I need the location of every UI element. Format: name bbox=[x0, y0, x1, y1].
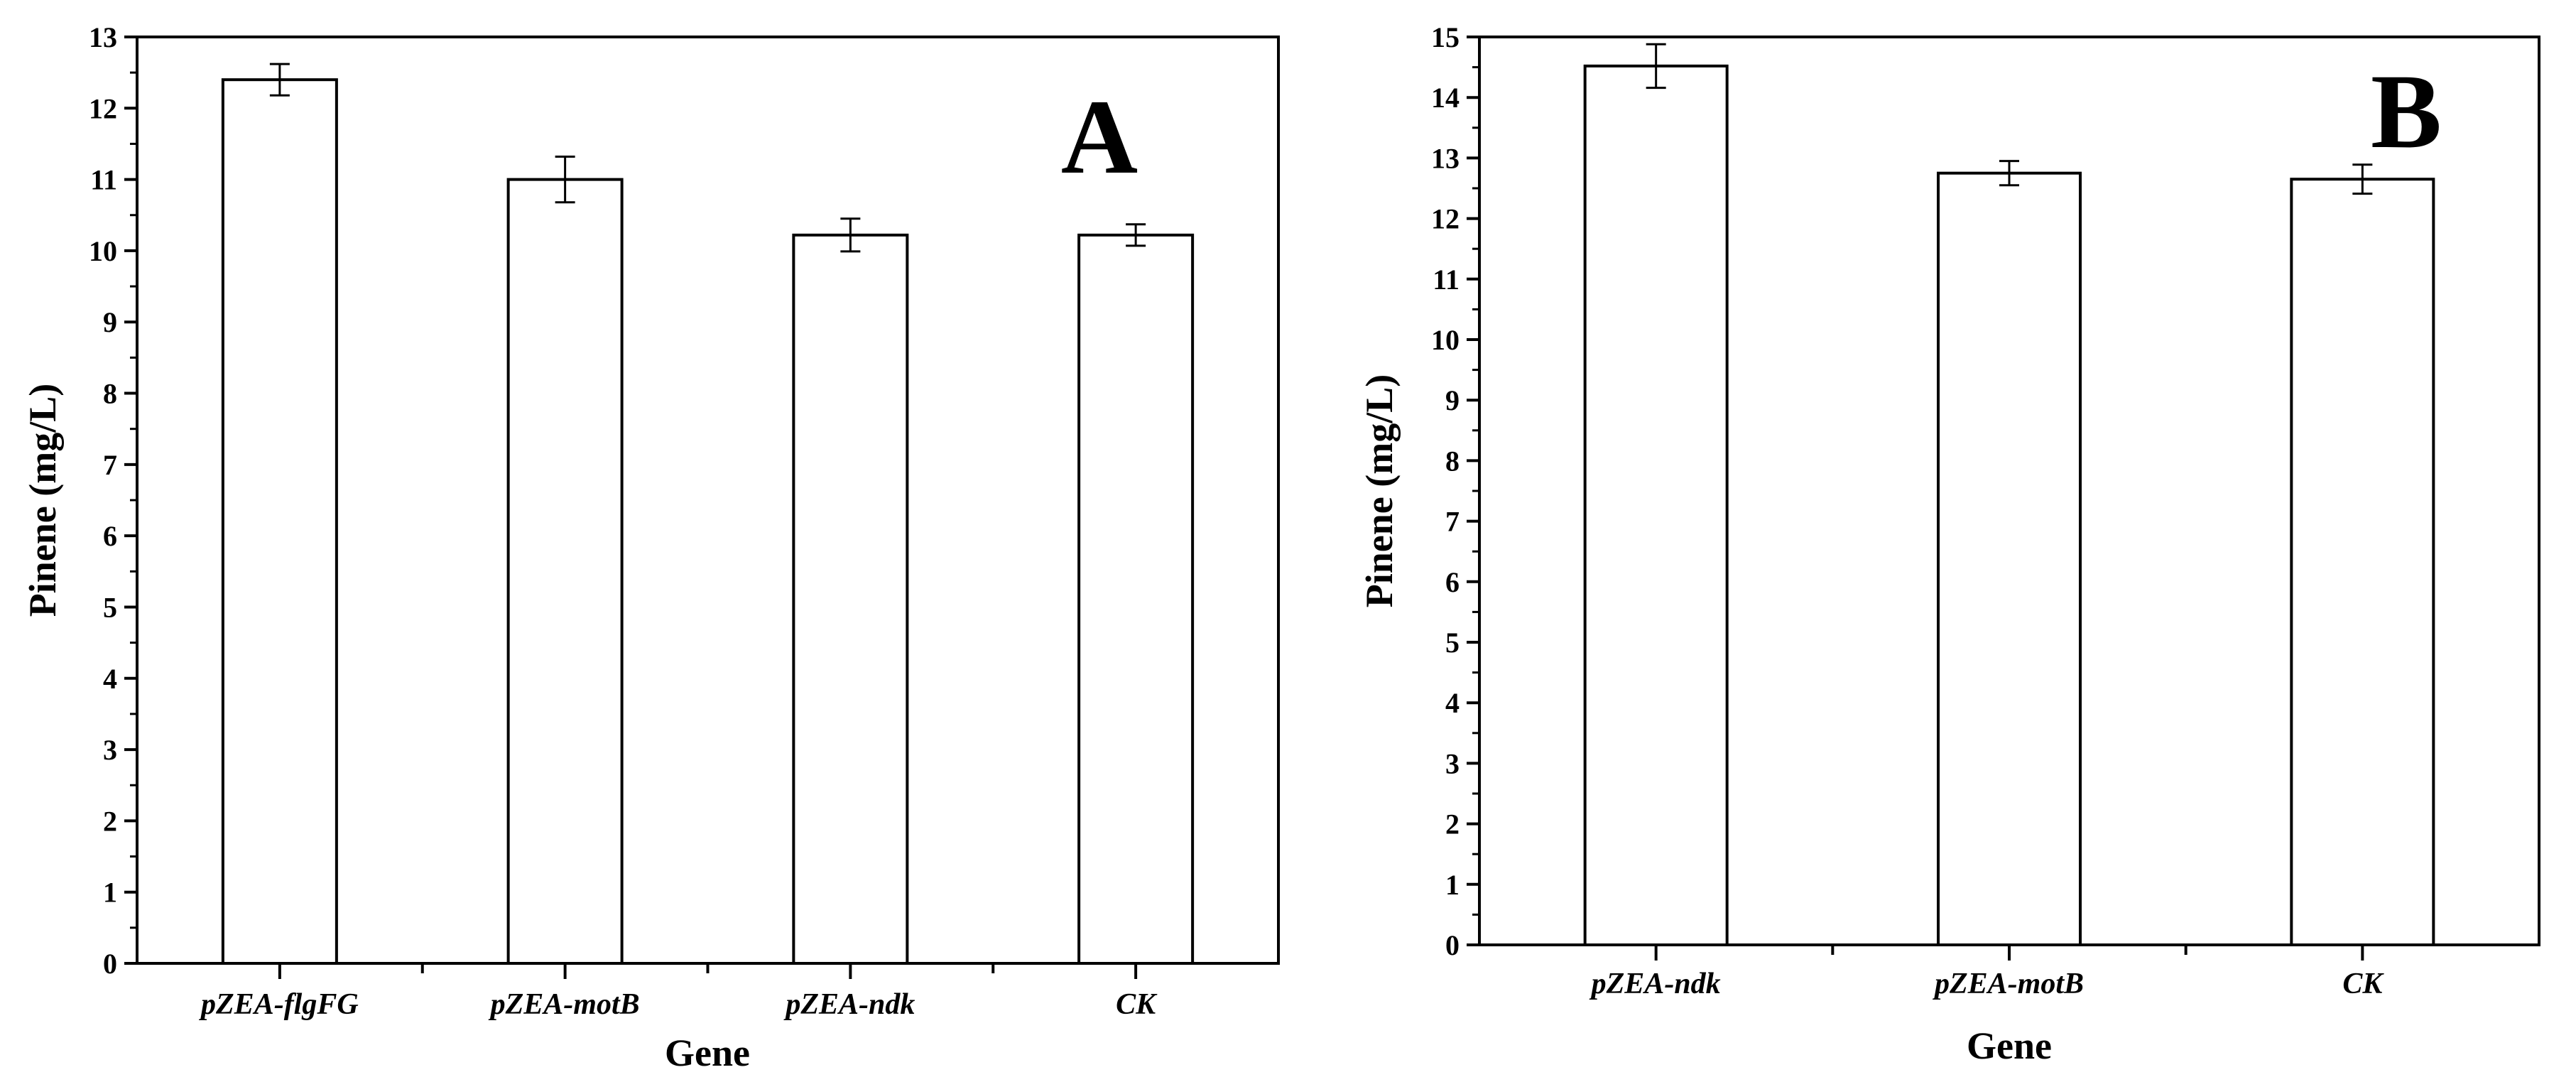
y-axis-title: Pinene (mg/L) bbox=[21, 384, 64, 617]
y-tick-label: 5 bbox=[103, 591, 117, 623]
bar bbox=[506, 178, 624, 965]
y-tick-label: 3 bbox=[103, 734, 117, 766]
y-tick-label: 0 bbox=[1445, 929, 1460, 961]
panel-label: A bbox=[1061, 78, 1138, 196]
y-tick-label: 4 bbox=[1445, 687, 1460, 719]
x-tick-label: CK bbox=[1116, 988, 1158, 1021]
y-tick-label: 14 bbox=[1431, 82, 1460, 114]
y-tick-label: 8 bbox=[1445, 445, 1460, 477]
x-tick-label: pZEA-ndk bbox=[783, 988, 915, 1021]
y-axis-title: Pinene (mg/L) bbox=[1358, 374, 1401, 607]
bar bbox=[1583, 64, 1729, 946]
y-tick-label: 11 bbox=[1433, 264, 1460, 296]
y-tick-label: 15 bbox=[1431, 21, 1460, 53]
y-tick-label: 6 bbox=[1445, 566, 1460, 598]
y-tick-label: 10 bbox=[1431, 324, 1460, 356]
y-tick-label: 1 bbox=[103, 877, 117, 909]
y-tick-label: 10 bbox=[89, 235, 117, 267]
y-tick-label: 8 bbox=[103, 378, 117, 410]
y-tick-label: 13 bbox=[89, 21, 117, 53]
y-tick-label: 4 bbox=[103, 663, 117, 695]
y-tick-label: 12 bbox=[89, 92, 117, 124]
bar bbox=[792, 233, 909, 965]
y-tick-label: 7 bbox=[103, 449, 117, 481]
bar bbox=[1937, 171, 2082, 947]
bar bbox=[2290, 178, 2435, 947]
panel-label: B bbox=[2371, 53, 2442, 171]
y-tick-label: 3 bbox=[1445, 747, 1460, 779]
x-tick-label: pZEA-motB bbox=[1933, 968, 2084, 1000]
y-tick-label: 11 bbox=[90, 164, 117, 196]
bar bbox=[1077, 233, 1195, 965]
y-tick-label: 7 bbox=[1445, 506, 1460, 538]
bar bbox=[221, 78, 338, 965]
y-tick-label: 9 bbox=[1445, 384, 1460, 416]
x-tick-label: pZEA-flgFG bbox=[199, 988, 359, 1021]
y-tick-label: 13 bbox=[1431, 142, 1460, 174]
x-tick-label: pZEA-ndk bbox=[1589, 968, 1721, 1000]
x-axis-title: Gene bbox=[665, 1032, 750, 1074]
y-tick-label: 9 bbox=[103, 306, 117, 338]
y-tick-label: 12 bbox=[1431, 203, 1460, 235]
y-tick-label: 0 bbox=[103, 948, 117, 980]
x-tick-label: CK bbox=[2342, 968, 2384, 1000]
y-tick-label: 1 bbox=[1445, 869, 1460, 901]
y-tick-label: 5 bbox=[1445, 627, 1460, 659]
y-tick-label: 2 bbox=[103, 805, 117, 837]
y-tick-label: 6 bbox=[103, 520, 117, 552]
x-axis-title: Gene bbox=[1967, 1024, 2052, 1067]
x-tick-label: pZEA-motB bbox=[489, 988, 640, 1021]
y-tick-label: 2 bbox=[1445, 808, 1460, 840]
